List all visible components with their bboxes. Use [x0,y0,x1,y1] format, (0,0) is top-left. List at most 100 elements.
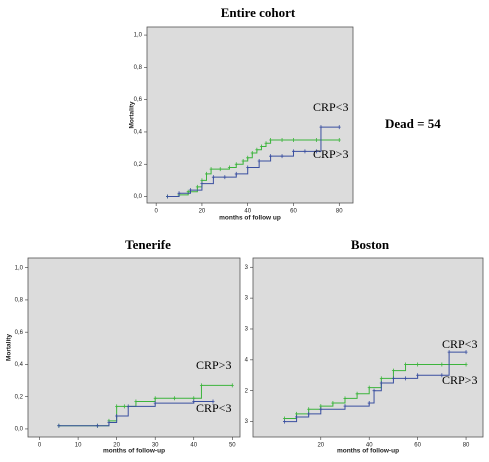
x-tick-label: 20 [317,443,324,449]
censor-mark [416,362,420,367]
censor-mark [307,407,311,412]
censor-mark [218,167,222,172]
x-tick-label: 40 [244,209,251,215]
censor-mark [314,138,318,143]
x-tick-label: 0 [38,443,42,449]
x-tick-label: 60 [414,443,421,449]
y-tick-label: 0,2 [134,162,143,168]
y-tick-label: 0,4 [134,130,143,136]
censor-mark [269,138,273,143]
x-tick-label: 20 [113,443,120,449]
censor-mark [355,391,359,396]
censor-mark [234,162,238,167]
censor-mark [464,362,468,367]
censor-mark [126,404,130,409]
x-tick-label: 50 [229,443,236,449]
censor-mark [379,376,383,381]
censor-mark [367,401,371,406]
censor-mark [211,399,215,404]
y-axis-label: Mortality [6,334,13,361]
censor-mark [379,380,383,385]
plot-area [146,26,354,204]
censor-mark [391,368,395,373]
x-tick-label: 30 [152,443,159,449]
censor-mark [246,165,250,170]
chart-title: Boston [351,237,390,252]
censor-mark [230,383,234,388]
censor-mark [250,150,254,155]
y-tick-label: 3 [245,265,249,271]
x-axis-label: months of follow-up [103,448,165,455]
censor-mark [343,404,347,409]
censor-mark [404,362,408,367]
y-tick-label: 0,8 [15,298,24,304]
x-tick-label: 40 [366,443,373,449]
y-tick-label: 0,2 [15,394,24,400]
censor-mark [331,401,335,406]
x-tick-label: 10 [75,443,82,449]
y-tick-label: 1,0 [15,265,24,271]
censor-mark [264,141,268,146]
censor-mark [188,188,192,193]
censor-mark [303,149,307,154]
censor-mark [134,399,138,404]
censor-mark [122,404,126,409]
censor-mark [319,407,323,412]
censor-mark [234,171,238,176]
annotation: CRP<3 [196,401,231,415]
y-tick-label: 2 [245,388,249,394]
censor-mark [372,388,376,393]
censor-mark [367,385,371,390]
censor-mark [195,184,199,189]
censor-mark [440,373,444,378]
censor-mark [280,154,284,159]
censor-mark [199,383,203,388]
censor-mark [282,419,286,424]
y-tick-label: 0,4 [15,362,24,368]
censor-mark [291,149,295,154]
y-tick-label: 4 [245,357,249,363]
y-tick-label: 0,8 [134,65,143,71]
censor-mark [337,125,341,130]
censor-mark [192,399,196,404]
censor-mark [337,138,341,143]
censor-mark [57,423,61,428]
annotation: CRP>3 [196,358,231,372]
y-tick-label: 3 [245,327,249,333]
censor-mark [95,423,99,428]
censor-mark [295,414,299,419]
x-axis-label: months of follow up [219,215,281,222]
plot-area [252,257,484,438]
step-line [167,126,340,198]
censor-mark [205,171,209,176]
y-axis-label: Mortality [129,101,136,128]
censor-mark [280,138,284,143]
x-tick-label: 40 [190,443,197,449]
censor-mark [177,191,181,196]
y-tick-label: 3 [245,296,249,302]
censor-mark [269,154,273,159]
annotation: Dead = 54 [385,116,441,131]
x-tick-label: 0 [154,209,158,215]
censor-mark [291,138,295,143]
censor-mark [343,396,347,401]
x-tick-label: 60 [290,209,297,215]
censor-mark [246,155,250,160]
plot-area [27,257,241,438]
censor-mark [166,194,170,199]
censor-mark [153,401,157,406]
y-tick-label: 0,0 [134,194,143,200]
censor-mark [255,147,259,152]
censor-mark [307,411,311,416]
annotation: CRP>3 [442,373,477,387]
censor-mark [227,165,231,170]
censor-mark [107,420,111,425]
censor-mark [200,181,204,186]
censor-mark [440,362,444,367]
y-tick-label: 0,6 [134,97,143,103]
annotation: CRP<3 [313,100,348,114]
censor-mark [209,167,213,172]
chart-title: Tenerife [125,237,171,252]
censor-mark [241,159,245,164]
